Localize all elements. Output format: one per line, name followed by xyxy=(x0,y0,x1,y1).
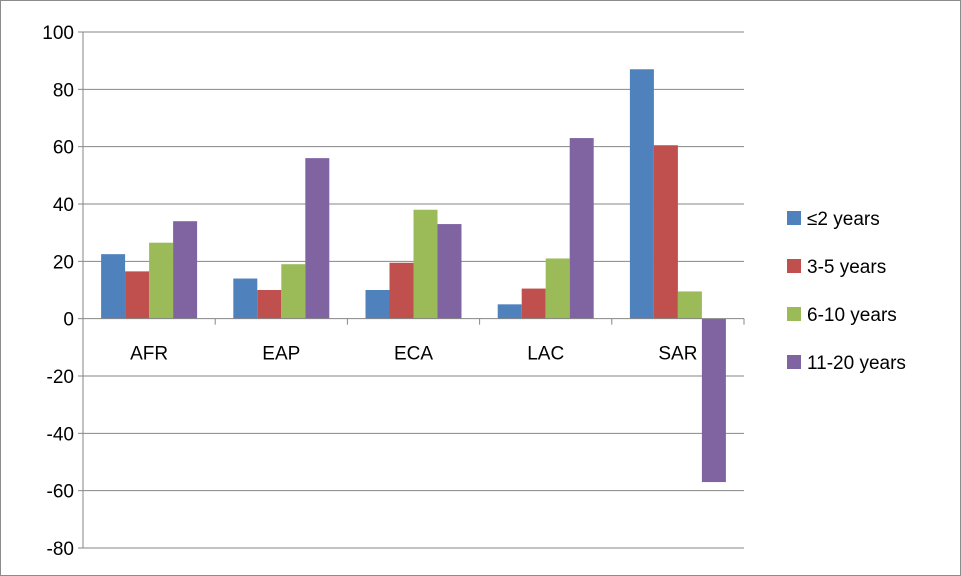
y-tick-label: 100 xyxy=(42,23,74,44)
bar xyxy=(125,271,150,319)
legend-swatch xyxy=(787,355,801,369)
bar xyxy=(101,254,126,319)
x-tick-label: SAR xyxy=(658,344,697,365)
y-tick-label: 80 xyxy=(53,80,74,101)
bar xyxy=(173,221,198,319)
y-tick-label: 60 xyxy=(53,138,74,159)
legend-swatch xyxy=(787,259,801,273)
bar xyxy=(305,158,330,319)
bars xyxy=(101,69,726,483)
bar xyxy=(701,318,726,483)
x-tick-label: LAC xyxy=(527,344,564,365)
bar xyxy=(545,258,570,319)
x-tick-label: EAP xyxy=(262,344,300,365)
legend: ≤2 years 3-5 years 6-10 years 11-20 years xyxy=(787,209,906,374)
y-tick-label: 40 xyxy=(53,195,74,216)
bar xyxy=(497,304,522,319)
legend-swatch xyxy=(787,211,801,225)
bar xyxy=(257,290,282,319)
y-tick-label: -20 xyxy=(47,367,74,388)
y-tick-label: -40 xyxy=(47,424,74,445)
bar xyxy=(149,242,174,319)
bar xyxy=(389,262,414,319)
y-tick-label: -80 xyxy=(47,539,74,560)
bar xyxy=(677,291,702,319)
legend-swatch xyxy=(787,307,801,321)
y-tick-label: -60 xyxy=(47,482,74,503)
bar xyxy=(653,145,678,319)
y-tick-label: 20 xyxy=(53,252,74,273)
legend-label: 3-5 years xyxy=(807,257,886,278)
bar xyxy=(569,138,594,319)
legend-label: 11-20 years xyxy=(807,353,906,374)
bar xyxy=(629,69,654,319)
legend-label: ≤2 years xyxy=(807,209,880,230)
y-tick-label: 0 xyxy=(63,310,74,331)
x-tick-label: ECA xyxy=(394,344,433,365)
bar xyxy=(365,290,390,319)
x-tick-label: AFR xyxy=(130,344,168,365)
axes: 100 80 60 40 20 0 -20 -40 -60 -80 AFR EAP ECA LAC SAR xyxy=(42,23,745,560)
bar xyxy=(521,288,546,319)
bar xyxy=(437,224,462,319)
legend-label: 6-10 years xyxy=(807,305,897,326)
bar xyxy=(233,278,258,319)
bar xyxy=(281,264,306,319)
bar xyxy=(413,209,438,319)
